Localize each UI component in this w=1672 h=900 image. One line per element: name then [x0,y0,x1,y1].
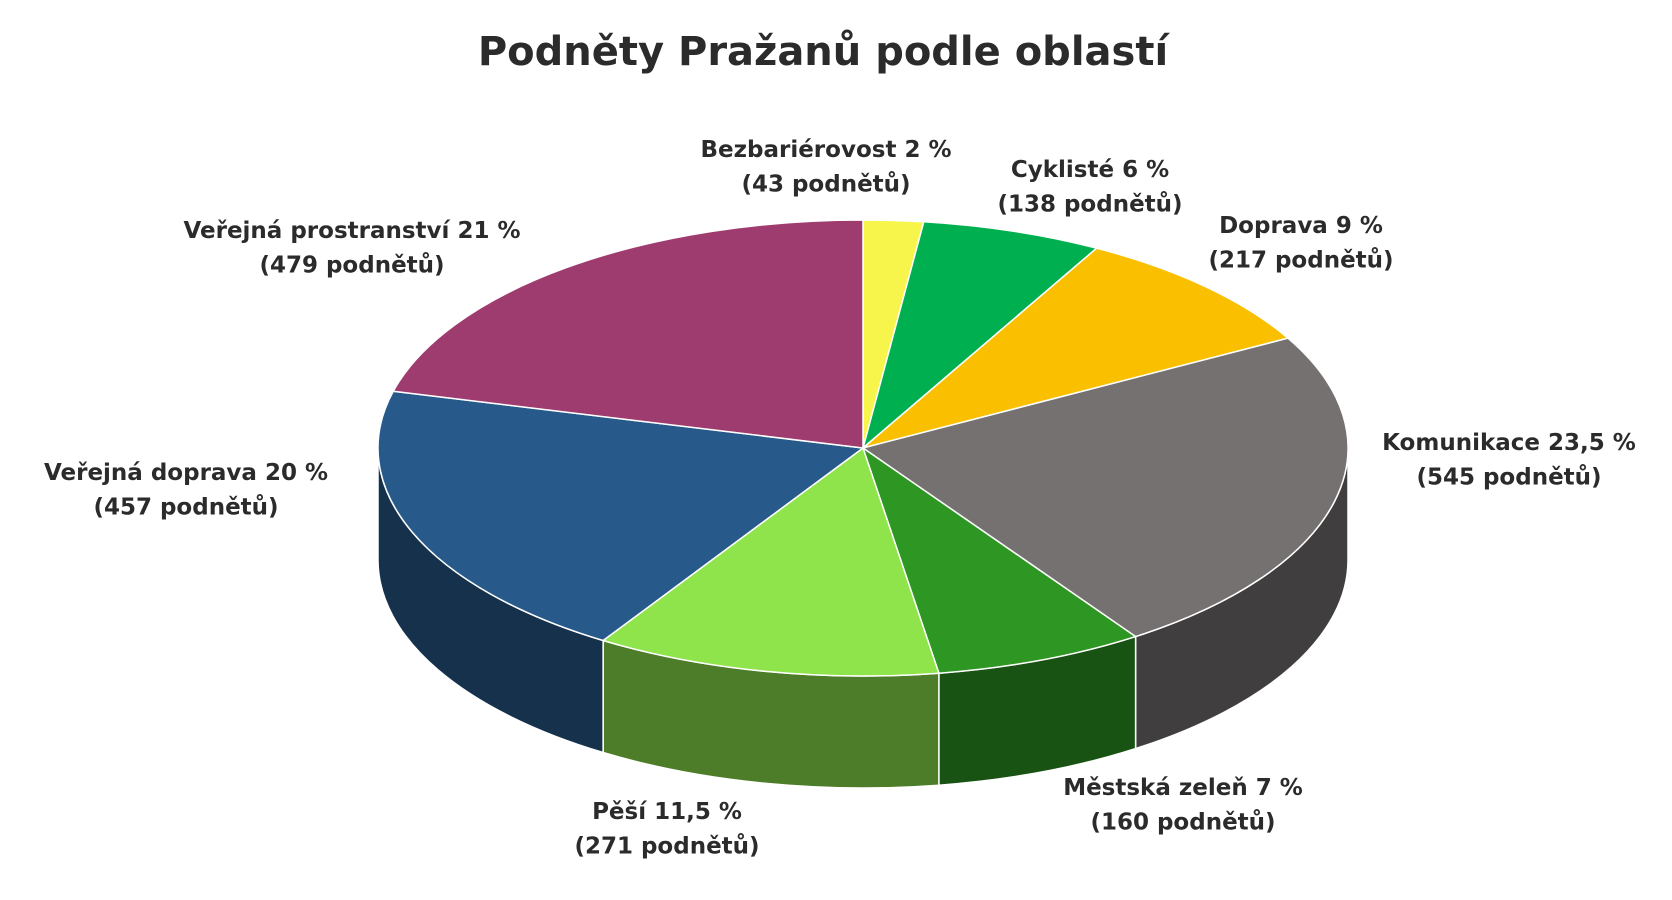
value-label: 23,5 % [1548,430,1636,456]
category-label: Městská zeleň [1063,775,1248,801]
value-label: 21 % [457,218,520,244]
data-label: Veřejná prostranství 21 % [183,218,520,244]
category-label: Komunikace [1382,430,1540,456]
count-label: (271 podnětů) [574,833,759,860]
value-label: 7 % [1256,775,1303,801]
slice [862,337,1349,638]
value-label: 2 % [904,137,951,163]
count-label: (457 podnětů) [93,494,278,521]
category-label: Pěší [592,799,647,825]
data-label: Veřejná doprava 20 % [44,460,328,486]
count-label: (138 podnětů) [997,191,1182,218]
slice [392,219,864,449]
chart-title: Podněty Pražanů podle oblastí [478,28,1171,75]
slice [862,447,1137,674]
slice [862,221,1098,449]
slice [862,247,1289,449]
data-label: Městská zeleň 7 % [1063,775,1303,801]
value-label: 9 % [1336,213,1383,239]
value-label: 6 % [1122,157,1169,183]
data-label: Bezbariérovost 2 % [700,137,951,163]
slice [602,447,940,677]
slice [377,390,864,642]
category-label: Doprava [1219,213,1328,239]
count-label: (160 podnětů) [1090,809,1275,836]
count-label: (545 podnětů) [1416,464,1601,491]
data-label: Pěší 11,5 % [592,799,742,825]
count-label: (43 podnětů) [741,171,910,198]
category-label: Bezbariérovost [700,137,896,163]
category-label: Veřejná prostranství [183,218,450,244]
data-label: Doprava 9 % [1219,213,1383,239]
count-label: (479 podnětů) [259,252,444,279]
value-label: 20 % [265,460,328,486]
value-label: 11,5 % [654,799,742,825]
data-label: Cyklisté 6 % [1011,157,1169,183]
category-label: Cyklisté [1011,157,1114,183]
category-label: Veřejná doprava [44,460,257,486]
data-label: Komunikace 23,5 % [1382,430,1636,456]
count-label: (217 podnětů) [1208,247,1393,274]
